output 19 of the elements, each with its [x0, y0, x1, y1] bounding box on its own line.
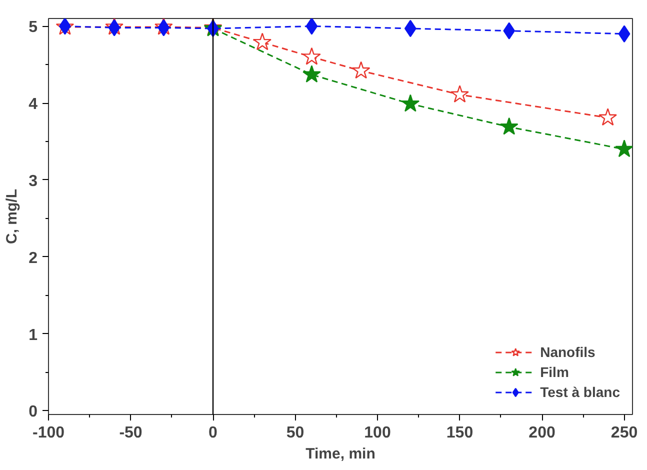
- y-tick-label: 0: [28, 404, 38, 421]
- x-tick-label: 250: [610, 424, 638, 442]
- x-tick-label: 50: [286, 424, 304, 442]
- y-axis-title: C, mg/L: [4, 189, 21, 244]
- x-tick-label: 200: [528, 424, 556, 442]
- y-tick-label: 1: [28, 326, 38, 344]
- y-tick-label: 2: [28, 250, 38, 267]
- x-tick-label: 0: [208, 424, 218, 442]
- y-tick-label: 3: [28, 172, 38, 190]
- y-tick-label: 5: [28, 19, 38, 36]
- legend-label: Film: [540, 364, 569, 380]
- legend-label: Test à blanc: [540, 384, 620, 400]
- x-tick-label: -50: [119, 424, 142, 442]
- x-axis-title: Time, min: [306, 446, 376, 462]
- x-tick-label: 150: [446, 424, 474, 442]
- x-tick-label: 100: [364, 424, 391, 442]
- legend-label: Nanofils: [540, 344, 596, 360]
- x-tick-label: -100: [32, 424, 65, 442]
- y-tick-label: 4: [28, 96, 38, 114]
